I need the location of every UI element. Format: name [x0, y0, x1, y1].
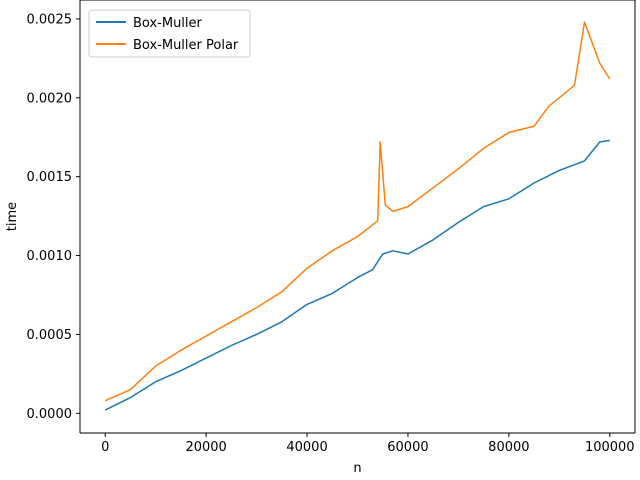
series-line-box-muller-polar: [104, 21, 611, 402]
y-axis-label: time: [5, 202, 20, 231]
legend-label-box-muller-polar: Box-Muller Polar: [133, 38, 239, 53]
y-tick-label: 0.0000: [27, 407, 73, 422]
legend-label-box-muller: Box-Muller: [133, 16, 203, 31]
x-tick-label: 80000: [488, 440, 529, 455]
series-layer: [104, 21, 611, 411]
y-tick-label: 0.0020: [27, 91, 73, 106]
x-tick-label: 100000: [585, 440, 635, 455]
y-tick-label: 0.0005: [27, 328, 73, 343]
x-tick-label: 0: [101, 440, 109, 455]
y-tick-label: 0.0010: [27, 249, 73, 264]
x-axis-label: n: [353, 461, 361, 476]
axes-frame: [79, 0, 636, 434]
legend: Box-Muller Box-Muller Polar: [88, 9, 251, 58]
plot-area: [80, 0, 635, 433]
y-tick-label: 0.0025: [27, 12, 73, 27]
legend-frame: [88, 9, 251, 58]
x-tick-label: 40000: [286, 440, 327, 455]
x-tick-label: 60000: [387, 440, 428, 455]
x-axis-ticks: 0 20000 40000 60000 80000 100000: [101, 433, 635, 455]
y-tick-label: 0.0015: [27, 170, 73, 185]
series-line-box-muller: [104, 139, 610, 411]
x-tick-label: 20000: [185, 440, 226, 455]
y-axis-ticks: 0.0000 0.0005 0.0010 0.0015 0.0020 0.0025: [27, 12, 80, 422]
